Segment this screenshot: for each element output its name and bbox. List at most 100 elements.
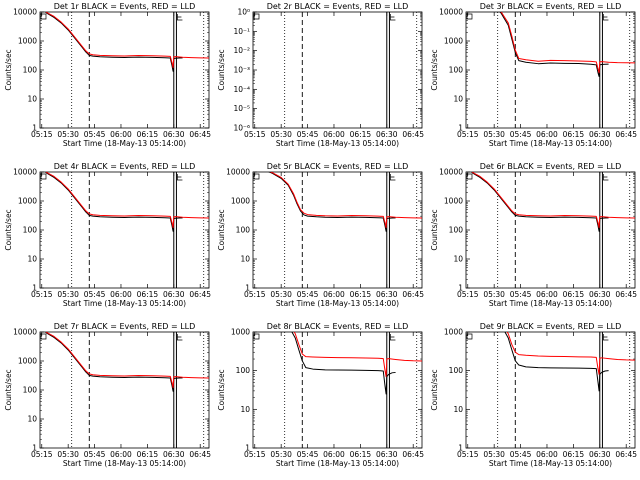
y-tick-label: 10000 bbox=[13, 328, 37, 337]
x-tick-label: 06:30 bbox=[376, 450, 398, 459]
y-tick-label: 1 bbox=[458, 444, 463, 453]
chart-panel-det6: 05:15 05:30 05:45 06:00 06:15 06:30 06:45 1 10 10… bbox=[426, 160, 639, 320]
y-tick-label: 1 bbox=[32, 124, 37, 133]
x-tick-label: 06:15 bbox=[563, 450, 585, 459]
x-tick-label: 05:15 bbox=[31, 450, 53, 459]
y-axis-label: Counts/sec bbox=[217, 369, 226, 410]
series-line-lld bbox=[471, 172, 635, 229]
chart-panel-det1: 05:15 05:30 05:45 06:00 06:15 06:30 06:45 1 10 10… bbox=[0, 0, 213, 160]
x-tick-label: 05:30 bbox=[57, 290, 79, 299]
chart-panel-det3: 05:15 05:30 05:45 06:00 06:15 06:30 06:45 1 10 10… bbox=[426, 0, 639, 160]
y-tick-label: 10 bbox=[27, 95, 37, 104]
chart-svg-det3: 05:15 05:30 05:45 06:00 06:15 06:30 06:45 1 10 10… bbox=[430, 2, 637, 148]
plot-area: 05:15 05:30 05:45 06:00 06:15 06:30 06:45 10⁻⁶ 1… bbox=[233, 8, 424, 140]
plot-frame bbox=[252, 171, 423, 289]
x-tick-label: 05:30 bbox=[483, 130, 505, 139]
attenuator-marker bbox=[40, 13, 47, 20]
plot-frame bbox=[39, 11, 210, 129]
x-tick-label: 05:45 bbox=[510, 130, 532, 139]
y-tick-label: 10 bbox=[453, 255, 463, 264]
x-tick-label: 05:30 bbox=[57, 130, 79, 139]
y-tick-label: 100 bbox=[236, 366, 251, 375]
y-tick-label: 1 bbox=[32, 444, 37, 453]
x-axis-label: Start Time (18-May-13 05:14:00) bbox=[276, 459, 399, 468]
y-axis-label: Counts/sec bbox=[430, 49, 439, 90]
series-line-lld bbox=[45, 332, 209, 389]
y-tick-label: 10⁻⁴ bbox=[233, 85, 250, 94]
x-tick-label: 05:15 bbox=[457, 130, 479, 139]
x-tick-label: 05:30 bbox=[483, 290, 505, 299]
x-axis-label: Start Time (18-May-13 05:14:00) bbox=[63, 459, 186, 468]
plot-area: 05:15 05:30 05:45 06:00 06:15 06:30 06:45 1 10 10… bbox=[444, 328, 637, 460]
chart-title: Det 1r BLACK = Events, RED = LLD bbox=[54, 2, 196, 11]
y-axis-label: Counts/sec bbox=[4, 209, 13, 250]
y-tick-label: 10⁻² bbox=[233, 46, 250, 55]
chart-title: Det 4r BLACK = Events, RED = LLD bbox=[54, 162, 196, 171]
attenuator-marker bbox=[253, 13, 260, 20]
plot-frame bbox=[465, 171, 636, 289]
x-tick-label: 06:30 bbox=[376, 130, 398, 139]
y-axis-label: Counts/sec bbox=[4, 49, 13, 90]
plot-area: 05:15 05:30 05:45 06:00 06:15 06:30 06:45 1 10 10… bbox=[226, 168, 424, 300]
plot-frame bbox=[465, 331, 636, 449]
x-tick-label: 05:30 bbox=[483, 450, 505, 459]
x-tick-label: 05:45 bbox=[84, 130, 106, 139]
x-tick-label: 06:15 bbox=[563, 130, 585, 139]
x-tick-label: 06:45 bbox=[189, 450, 211, 459]
x-tick-label: 05:45 bbox=[510, 450, 532, 459]
series-line-lld bbox=[269, 172, 422, 229]
x-tick-label: 05:15 bbox=[31, 290, 53, 299]
plot-area: 05:15 05:30 05:45 06:00 06:15 06:30 06:45 1 10 10… bbox=[13, 168, 211, 300]
x-tick-label: 05:45 bbox=[297, 130, 319, 139]
x-tick-label: 06:30 bbox=[589, 450, 611, 459]
x-tick-label: 05:15 bbox=[244, 130, 266, 139]
attenuator-marker bbox=[253, 173, 260, 180]
y-tick-label: 1000 bbox=[18, 37, 37, 46]
x-tick-label: 06:45 bbox=[615, 290, 637, 299]
chart-svg-det4: 05:15 05:30 05:45 06:00 06:15 06:30 06:45 1 10 10… bbox=[4, 162, 211, 308]
series-line-lld bbox=[506, 332, 635, 375]
x-tick-label: 06:30 bbox=[163, 450, 185, 459]
chart-svg-det6: 05:15 05:30 05:45 06:00 06:15 06:30 06:45 1 10 10… bbox=[430, 162, 637, 308]
x-tick-label: 05:30 bbox=[270, 450, 292, 459]
plot-area: 05:15 05:30 05:45 06:00 06:15 06:30 06:45 1 10 10… bbox=[13, 328, 211, 460]
y-tick-label: 100 bbox=[23, 386, 38, 395]
y-tick-label: 100 bbox=[23, 66, 38, 75]
x-tick-label: 05:15 bbox=[244, 450, 266, 459]
chart-svg-det7: 05:15 05:30 05:45 06:00 06:15 06:30 06:45 1 10 10… bbox=[4, 322, 211, 468]
y-tick-label: 1 bbox=[32, 284, 37, 293]
attenuator-marker bbox=[390, 334, 396, 341]
x-tick-label: 06:15 bbox=[137, 450, 159, 459]
series-line-events bbox=[44, 332, 183, 392]
y-axis-label: Counts/sec bbox=[4, 369, 13, 410]
plot-area: 05:15 05:30 05:45 06:00 06:15 06:30 06:45 1 10 10… bbox=[439, 168, 637, 300]
attenuator-marker bbox=[253, 333, 260, 340]
x-tick-label: 06:45 bbox=[189, 130, 211, 139]
series-line-lld bbox=[293, 332, 422, 378]
y-tick-label: 10000 bbox=[439, 168, 463, 177]
x-tick-label: 06:30 bbox=[589, 130, 611, 139]
chart-panel-det9: 05:15 05:30 05:45 06:00 06:15 06:30 06:45 1 10 10… bbox=[426, 320, 639, 480]
plot-area: 05:15 05:30 05:45 06:00 06:15 06:30 06:45 1 10 10… bbox=[231, 328, 424, 460]
y-axis-label: Counts/sec bbox=[430, 209, 439, 250]
y-tick-label: 10 bbox=[453, 95, 463, 104]
y-tick-label: 1 bbox=[458, 124, 463, 133]
y-tick-label: 1000 bbox=[231, 197, 250, 206]
x-tick-label: 06:00 bbox=[536, 450, 558, 459]
x-tick-label: 06:00 bbox=[323, 130, 345, 139]
x-tick-label: 06:30 bbox=[163, 130, 185, 139]
attenuator-marker bbox=[40, 333, 47, 340]
x-tick-label: 05:45 bbox=[84, 290, 106, 299]
series-line-events bbox=[44, 12, 183, 72]
y-axis-label: Counts/sec bbox=[430, 369, 439, 410]
x-tick-label: 06:00 bbox=[536, 130, 558, 139]
attenuator-marker bbox=[390, 174, 396, 181]
chart-svg-det8: 05:15 05:30 05:45 06:00 06:15 06:30 06:45 1 10 10… bbox=[217, 322, 424, 468]
x-tick-label: 06:15 bbox=[350, 290, 372, 299]
x-axis-label: Start Time (18-May-13 05:14:00) bbox=[63, 299, 186, 308]
chart-svg-det5: 05:15 05:30 05:45 06:00 06:15 06:30 06:45 1 10 10… bbox=[217, 162, 424, 308]
x-tick-label: 05:30 bbox=[270, 130, 292, 139]
y-tick-label: 10 bbox=[27, 415, 37, 424]
y-tick-label: 1000 bbox=[231, 328, 250, 337]
y-tick-label: 10 bbox=[240, 255, 250, 264]
